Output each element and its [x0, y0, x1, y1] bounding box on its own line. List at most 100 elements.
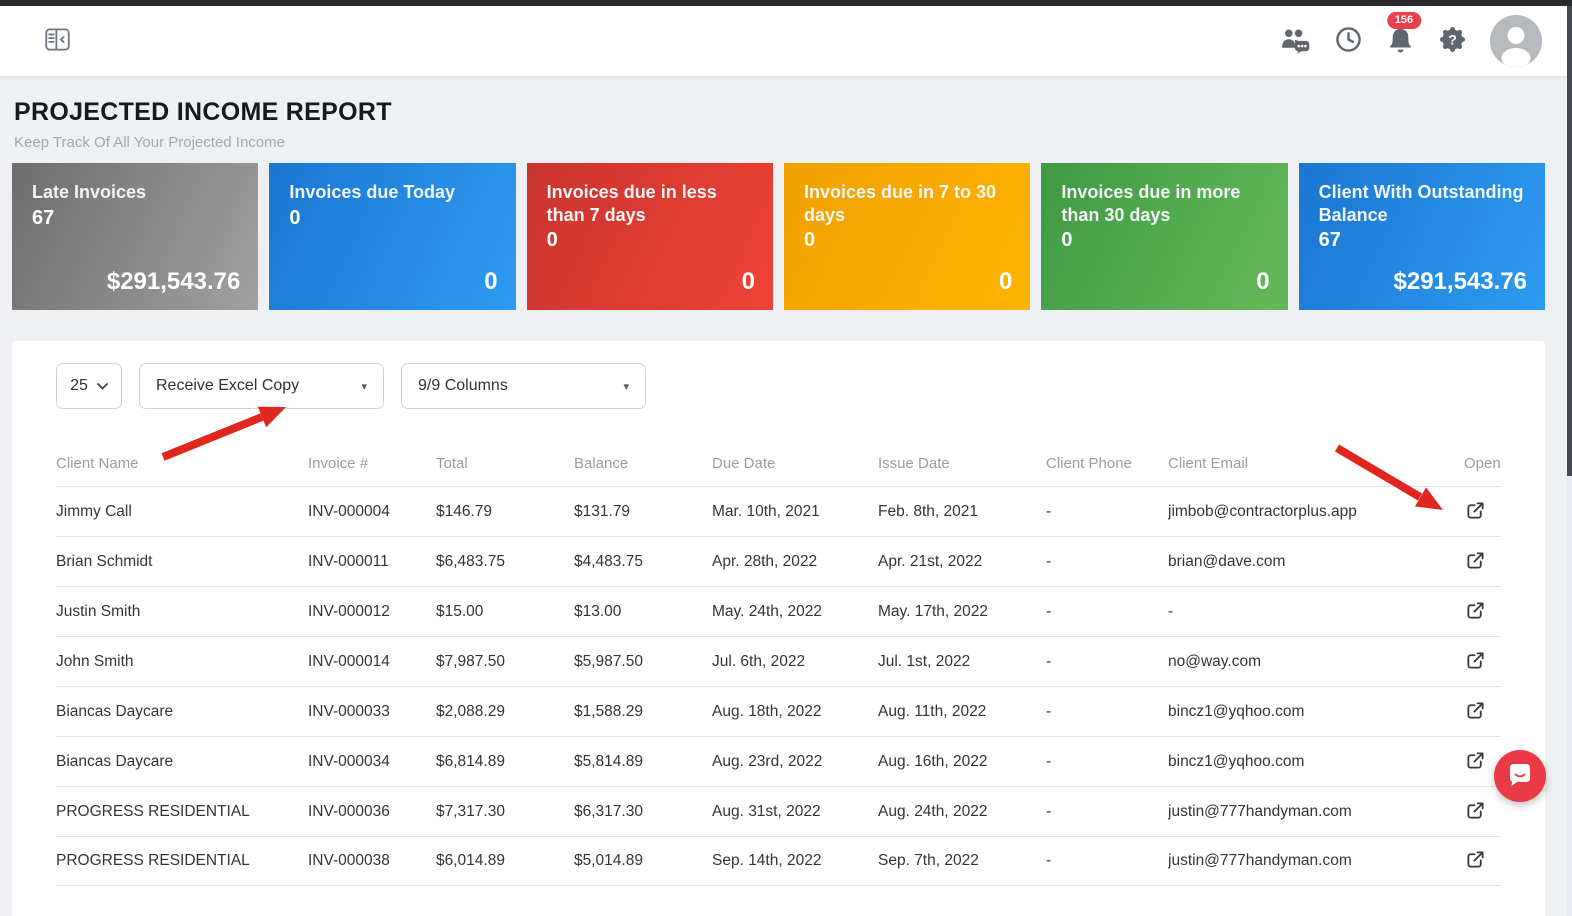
cell-total: $6,014.89 — [436, 852, 505, 869]
cell-open — [1464, 799, 1516, 825]
excel-copy-dropdown[interactable]: Receive Excel Copy ▾ — [139, 363, 384, 409]
columns-dropdown[interactable]: 9/9 Columns ▾ — [401, 363, 646, 409]
card-amount: 0 — [1256, 268, 1270, 295]
external-link-icon — [1466, 551, 1485, 573]
card-count: 0 — [1061, 229, 1073, 251]
table-row: Biancas Daycare INV-000033 $2,088.29 $1,588… — [56, 686, 1501, 736]
invoices-table: Client Name Invoice # Total Balance Due Date… — [56, 440, 1501, 886]
open-invoice-button[interactable] — [1464, 599, 1487, 625]
summary-card-late-invoices: Late Invoices 67 $291,543.76 — [12, 163, 259, 310]
cell-client-email: bincz1@yqhoo.com — [1168, 752, 1305, 770]
open-invoice-button[interactable] — [1464, 848, 1487, 874]
open-invoice-button[interactable] — [1464, 499, 1487, 525]
open-invoice-button[interactable] — [1464, 799, 1487, 825]
cell-invoice: INV-000036 — [308, 802, 390, 820]
navbar-actions: 156 ? — [1280, 12, 1542, 67]
cell-invoice: INV-000011 — [308, 552, 389, 570]
cell-open — [1464, 499, 1516, 525]
help-button[interactable]: ? — [1439, 26, 1466, 56]
clock-icon — [1335, 26, 1362, 56]
scrollbar-thumb[interactable] — [1567, 6, 1572, 476]
chat-launcher-button[interactable] — [1494, 750, 1546, 802]
cell-balance: $4,483.75 — [574, 552, 643, 570]
summary-card-invoices-due-in-7-to-30-days: Invoices due in 7 to 30 days 0 0 — [783, 163, 1031, 310]
scrollbar[interactable] — [1567, 6, 1572, 916]
column-header-total: Total — [436, 454, 468, 472]
table-row: Brian Schmidt INV-000011 $6,483.75 $4,483.7… — [56, 536, 1501, 586]
column-header-client-email: Client Email — [1168, 454, 1249, 472]
card-label: Invoices due Today — [289, 182, 456, 202]
card-amount: $291,543.76 — [106, 268, 241, 295]
bell-icon — [1386, 25, 1415, 57]
cell-due-date: Sep. 14th, 2022 — [712, 852, 822, 869]
cell-issue-date: May. 17th, 2022 — [878, 602, 989, 620]
cell-client-phone: - — [1046, 652, 1052, 670]
cell-due-date: Mar. 10th, 2021 — [712, 502, 820, 520]
cell-client-email: brian@dave.com — [1168, 552, 1286, 570]
cell-open — [1464, 848, 1516, 874]
open-invoice-button[interactable] — [1464, 649, 1487, 675]
cell-total: $146.79 — [436, 502, 493, 520]
open-invoice-button[interactable] — [1464, 699, 1487, 725]
card-count: 0 — [289, 206, 301, 229]
cell-client-name: John Smith — [56, 652, 134, 670]
cell-client-name: Justin Smith — [56, 602, 141, 620]
cell-invoice: INV-000033 — [308, 702, 390, 720]
cell-open — [1464, 599, 1516, 625]
page-header: PROJECTED INCOME REPORT Keep Track Of Al… — [14, 98, 392, 151]
notifications-button[interactable]: 156 — [1386, 12, 1422, 57]
history-button[interactable] — [1335, 26, 1362, 56]
caret-down-icon: ▾ — [361, 380, 367, 393]
card-label: Invoices due in 7 to 30 days — [803, 182, 997, 225]
community-icon — [1280, 26, 1311, 57]
cell-due-date: Jul. 6th, 2022 — [712, 652, 806, 670]
page-size-select[interactable]: 25 — [56, 363, 122, 409]
card-amount: $291,543.76 — [1393, 268, 1527, 295]
card-amount: 0 — [484, 268, 498, 295]
cell-client-name: PROGRESS RESIDENTIAL — [56, 802, 250, 820]
table-row: PROGRESS RESIDENTIAL INV-000036 $7,317.30 $… — [56, 786, 1501, 836]
cell-issue-date: Sep. 7th, 2022 — [878, 852, 979, 869]
table-row: John Smith INV-000014 $7,987.50 $5,987.50 Ju… — [56, 636, 1501, 686]
cell-issue-date: Feb. 8th, 2021 — [878, 502, 978, 520]
cell-client-email: bincz1@yqhoo.com — [1168, 702, 1305, 720]
cell-due-date: Aug. 31st, 2022 — [712, 802, 821, 820]
card-amount: 0 — [998, 268, 1013, 295]
card-count: 0 — [546, 229, 558, 251]
community-button[interactable] — [1280, 26, 1311, 57]
cell-balance: $1,588.29 — [574, 702, 643, 720]
cell-client-email: - — [1168, 602, 1174, 620]
open-invoice-button[interactable] — [1464, 549, 1487, 575]
cell-client-email: justin@777handyman.com — [1168, 802, 1352, 820]
notification-count-badge: 156 — [1386, 12, 1422, 29]
excel-copy-label: Receive Excel Copy — [156, 377, 300, 394]
cell-invoice: INV-000038 — [308, 852, 390, 869]
cell-due-date: Aug. 23rd, 2022 — [712, 752, 823, 770]
user-avatar[interactable] — [1490, 15, 1542, 67]
cell-total: $15.00 — [436, 602, 484, 620]
cell-invoice: INV-000034 — [308, 752, 390, 770]
cell-client-name: Biancas Daycare — [56, 752, 174, 770]
page-size-value: 25 — [70, 377, 88, 394]
cell-client-phone: - — [1046, 752, 1052, 770]
cell-open — [1464, 749, 1516, 775]
card-label: Late Invoices — [32, 182, 147, 202]
sidebar-toggle-button[interactable] — [44, 26, 71, 56]
cell-open — [1464, 699, 1516, 725]
column-header-invoice: Invoice # — [308, 454, 369, 472]
cell-client-phone: - — [1046, 602, 1052, 620]
card-label: Client With Outstanding Balance — [1318, 182, 1524, 225]
cell-client-email: no@way.com — [1168, 652, 1261, 670]
table-body: Jimmy Call INV-000004 $146.79 $131.79 Mar. 1… — [56, 486, 1501, 886]
external-link-icon — [1466, 601, 1485, 623]
external-link-icon — [1466, 701, 1485, 723]
cell-total: $2,088.29 — [436, 702, 505, 720]
cell-total: $7,317.30 — [436, 802, 505, 820]
cell-invoice: INV-000014 — [308, 652, 390, 670]
cell-due-date: May. 24th, 2022 — [712, 602, 823, 620]
columns-label: 9/9 Columns — [418, 377, 508, 394]
summary-card-invoices-due-in-more-than-30-days: Invoices due in more than 30 days 0 0 — [1041, 163, 1288, 310]
open-invoice-button[interactable] — [1464, 749, 1487, 775]
report-panel: 25 Receive Excel Copy ▾ 9/9 Columns ▾ Cl… — [12, 341, 1545, 916]
cell-balance: $5,987.50 — [574, 652, 643, 670]
